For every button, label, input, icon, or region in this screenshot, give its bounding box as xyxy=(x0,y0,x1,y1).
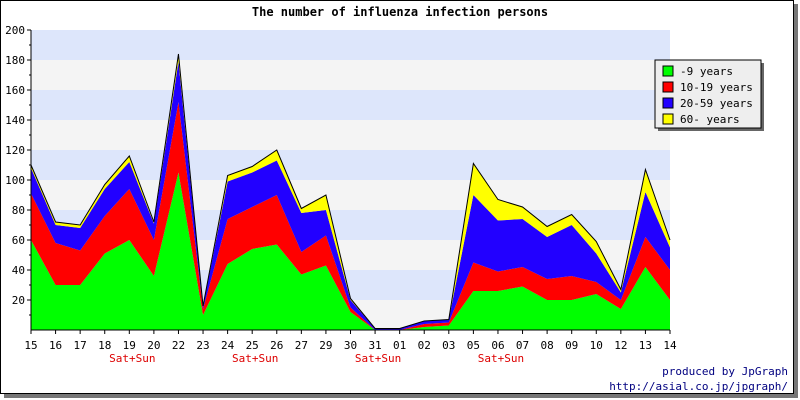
x-tick-label: 06 xyxy=(491,339,504,352)
x-tick-label: 25 xyxy=(246,339,259,352)
x-tick-label: 27 xyxy=(295,339,308,352)
weekend-label: Sat+Sun xyxy=(232,352,278,365)
x-tick-label: 15 xyxy=(24,339,37,352)
x-tick-label: 30 xyxy=(344,339,357,352)
weekend-label: Sat+Sun xyxy=(355,352,401,365)
x-tick-label: 22 xyxy=(172,339,185,352)
legend-swatch xyxy=(662,81,674,93)
legend-label: 20-59 years xyxy=(680,97,753,110)
y-tick-label: 80 xyxy=(12,204,25,217)
x-tick-label: 01 xyxy=(393,339,406,352)
y-tick-label: 140 xyxy=(5,114,25,127)
legend-label: -9 years xyxy=(680,65,733,78)
y-tick-label: 200 xyxy=(5,24,25,37)
y-tick-label: 40 xyxy=(12,264,25,277)
x-tick-label: 17 xyxy=(74,339,87,352)
area-series-1 xyxy=(31,172,670,330)
weekend-label: Sat+Sun xyxy=(109,352,155,365)
x-tick-label: 31 xyxy=(368,339,381,352)
grid-band xyxy=(31,120,670,150)
total-outline xyxy=(30,53,671,329)
x-tick-label: 14 xyxy=(663,339,677,352)
grid-band xyxy=(31,30,670,60)
x-tick-label: 18 xyxy=(98,339,111,352)
x-tick-label: 19 xyxy=(123,339,136,352)
x-tick-label: 09 xyxy=(565,339,578,352)
x-tick-label: 24 xyxy=(221,339,235,352)
grid-band xyxy=(31,150,670,180)
x-tick-label: 13 xyxy=(639,339,652,352)
y-tick-label: 20 xyxy=(12,294,25,307)
legend-swatch xyxy=(662,97,674,109)
grid-band xyxy=(31,90,670,120)
weekend-label: Sat+Sun xyxy=(478,352,524,365)
area-series-2 xyxy=(31,102,670,330)
x-tick-label: 03 xyxy=(442,339,455,352)
x-tick-label: 23 xyxy=(196,339,209,352)
y-tick-label: 120 xyxy=(5,144,25,157)
credit-line-1[interactable]: produced by JpGraph xyxy=(662,365,788,378)
x-tick-label: 16 xyxy=(49,339,62,352)
legend-swatch xyxy=(662,65,674,77)
y-tick-label: 100 xyxy=(5,174,25,187)
x-tick-label: 05 xyxy=(467,339,480,352)
y-tick-label: 180 xyxy=(5,54,25,67)
grid-band xyxy=(31,60,670,90)
y-tick-label: 160 xyxy=(5,84,25,97)
x-tick-label: 10 xyxy=(590,339,603,352)
legend-label: 10-19 years xyxy=(680,81,753,94)
x-tick-label: 29 xyxy=(319,339,332,352)
legend-label: 60- years xyxy=(680,113,740,126)
x-tick-label: 20 xyxy=(147,339,160,352)
legend-swatch xyxy=(662,113,674,125)
y-tick-label: 60 xyxy=(12,234,25,247)
x-tick-label: 12 xyxy=(614,339,627,352)
x-tick-label: 07 xyxy=(516,339,529,352)
credit-line-2[interactable]: http://asial.co.jp/jpgraph/ xyxy=(609,380,788,393)
x-tick-label: 08 xyxy=(540,339,553,352)
chart-title: The number of influenza infection person… xyxy=(252,5,548,19)
area-series-3 xyxy=(31,61,670,330)
x-tick-label: 26 xyxy=(270,339,283,352)
x-tick-label: 02 xyxy=(418,339,431,352)
